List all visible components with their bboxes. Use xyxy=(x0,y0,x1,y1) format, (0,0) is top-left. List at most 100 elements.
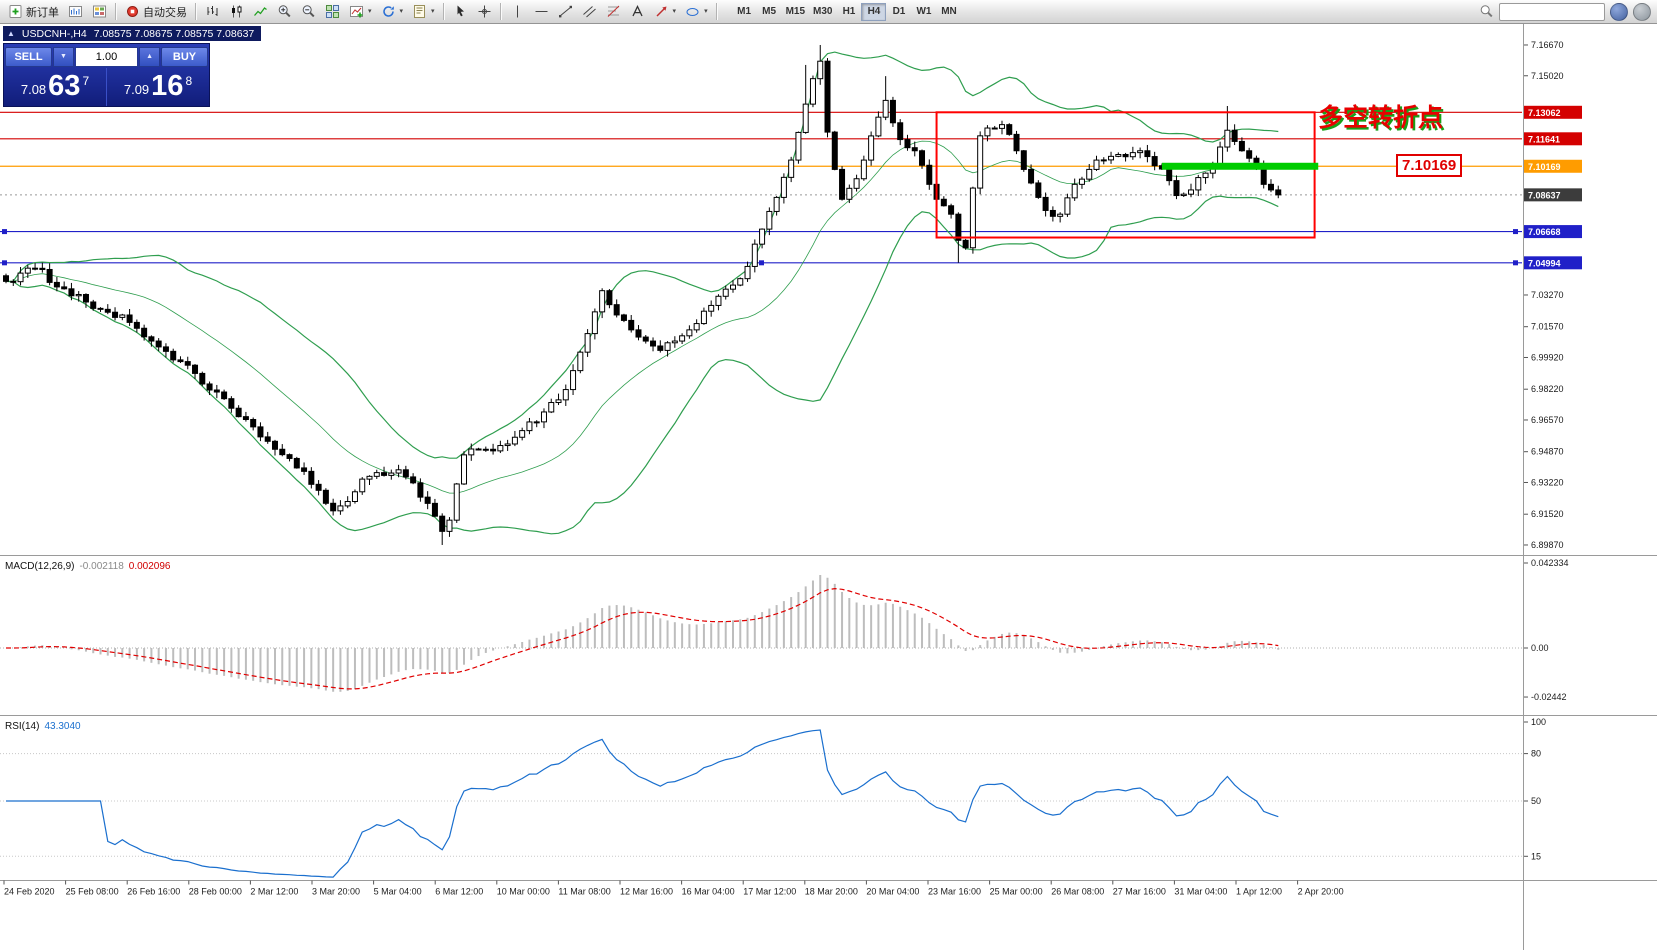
candle-body xyxy=(926,164,933,185)
trendline-tool-button[interactable] xyxy=(554,2,577,22)
chart-window-button[interactable] xyxy=(64,2,87,22)
search-input[interactable] xyxy=(1499,2,1605,21)
macd-name: MACD(12,26,9) xyxy=(5,561,75,572)
rsi-tick-label: 15 xyxy=(1531,851,1541,861)
price-scale: 7.16670 7.15020 7.03270 7.01570 6.99920 6.982… xyxy=(1524,40,1582,550)
price-marker-label: 7.13062 xyxy=(1528,108,1561,118)
candle-body xyxy=(1108,155,1115,161)
candle-body xyxy=(693,323,700,331)
community-icon[interactable] xyxy=(1610,2,1628,21)
candle-body xyxy=(620,314,627,321)
timeframe-button-w1[interactable]: W1 xyxy=(911,3,936,21)
sell-price-big: 63 xyxy=(48,70,81,102)
candle-body xyxy=(744,265,751,280)
price-marker-box xyxy=(1524,159,1582,173)
buy-button[interactable]: BUY xyxy=(161,46,208,67)
macd-signal-value: 0.002096 xyxy=(128,561,171,572)
candle-body xyxy=(897,122,904,141)
support-segment-object[interactable] xyxy=(1161,162,1319,170)
timeframe-button-m1[interactable]: M1 xyxy=(732,3,757,21)
volume-input[interactable] xyxy=(74,46,139,67)
cycles-button[interactable]: ▾ xyxy=(377,2,408,22)
candle-body xyxy=(184,361,191,366)
bar-chart-mode-button[interactable] xyxy=(201,2,224,22)
candlestick-mode-button[interactable] xyxy=(225,2,248,22)
candle-body xyxy=(395,469,402,474)
timeframe-button-m30[interactable]: M30 xyxy=(809,3,836,21)
timeframe-button-h4[interactable]: H4 xyxy=(861,2,887,21)
timeframe-button-m15[interactable]: M15 xyxy=(782,3,809,21)
one-click-prices-row: 7.08 63 7 7.09 16 8 xyxy=(4,68,209,106)
rsi-tick-label: 50 xyxy=(1531,796,1541,806)
candle-body xyxy=(599,290,606,313)
candle-body xyxy=(192,364,199,374)
timeframe-button-m5[interactable]: M5 xyxy=(757,3,782,21)
time-axis[interactable]: 24 Feb 2020 25 Feb 08:00 26 Feb 16:00 28 Fe… xyxy=(3,880,1344,897)
candle-body xyxy=(519,430,526,438)
candle-body xyxy=(17,272,24,283)
text-tool-button[interactable] xyxy=(626,2,649,22)
timeframe-button-mn[interactable]: MN xyxy=(936,3,961,21)
line-handle[interactable] xyxy=(2,229,7,235)
candle-body xyxy=(1137,150,1144,154)
crosshair-icon xyxy=(478,5,491,18)
candle-body xyxy=(962,239,969,249)
rectangle-object[interactable] xyxy=(935,111,1316,239)
price-tick-label: 6.89870 xyxy=(1531,540,1564,550)
turning-point-annotation[interactable]: 多空转折点 xyxy=(1318,104,1444,132)
chart-canvas[interactable]: 7.16670 7.15020 7.03270 7.01570 6.99920 6.982… xyxy=(0,24,1657,950)
chevron-down-icon: ▾ xyxy=(431,8,435,15)
candle-body xyxy=(766,210,773,230)
candlestick-series xyxy=(3,44,1282,545)
candle-body xyxy=(482,448,489,451)
candle-body xyxy=(998,124,1005,129)
auto-trading-button[interactable]: 自动交易 xyxy=(121,2,191,22)
cursor-button[interactable] xyxy=(449,2,472,22)
volume-increase-button[interactable]: ▲ xyxy=(139,46,160,67)
sell-price-display[interactable]: 7.08 63 7 xyxy=(4,68,107,106)
tile-windows-button[interactable] xyxy=(321,2,344,22)
timeframe-button-h1[interactable]: H1 xyxy=(836,3,861,21)
candle-body xyxy=(410,476,417,484)
time-tick-label: 2 Mar 12:00 xyxy=(250,887,298,897)
sell-button[interactable]: SELL xyxy=(5,46,52,67)
sell-price-sup: 7 xyxy=(82,74,90,88)
volume-decrease-button[interactable]: ▼ xyxy=(53,46,74,67)
candle-body xyxy=(977,135,984,189)
candle-body xyxy=(788,159,795,178)
candle-body xyxy=(831,131,838,170)
indicators-button[interactable]: ▾ xyxy=(345,2,376,22)
timeframe-button-d1[interactable]: D1 xyxy=(886,3,911,21)
candle-body xyxy=(82,293,89,303)
candle-body xyxy=(780,176,787,198)
zoom-in-button[interactable] xyxy=(273,2,296,22)
chart-window-icon xyxy=(69,6,82,17)
arrows-tool-button[interactable]: ▾ xyxy=(650,2,681,22)
horizontal-line-icon xyxy=(535,11,548,12)
market-watch-button[interactable] xyxy=(88,2,111,22)
shapes-tool-button[interactable]: ▾ xyxy=(681,2,712,22)
templates-button[interactable]: ▾ xyxy=(408,2,439,22)
fibonacci-tool-button[interactable] xyxy=(602,2,625,22)
line-handle[interactable] xyxy=(1513,229,1518,235)
new-order-button[interactable]: 新订单 xyxy=(4,2,63,22)
candle-body xyxy=(1202,172,1209,179)
crosshair-button[interactable] xyxy=(473,2,496,22)
buy-price-display[interactable]: 7.09 16 8 xyxy=(107,68,209,106)
candle-body xyxy=(170,350,177,361)
line-handle[interactable] xyxy=(1513,260,1518,266)
time-tick-label: 12 Mar 16:00 xyxy=(620,887,673,897)
horizontal-line-tool-button[interactable] xyxy=(530,2,553,22)
channel-tool-button[interactable] xyxy=(578,2,601,22)
vertical-line-tool-button[interactable] xyxy=(506,2,529,22)
line-chart-mode-button[interactable] xyxy=(249,2,272,22)
line-handle[interactable] xyxy=(2,260,7,266)
candle-body xyxy=(1238,140,1245,152)
zoom-out-button[interactable] xyxy=(297,2,320,22)
macd-signal xyxy=(6,587,1279,690)
profile-icon[interactable] xyxy=(1633,2,1651,21)
candle-body xyxy=(1006,124,1013,135)
line-handle[interactable] xyxy=(759,260,764,266)
price-tag-annotation[interactable]: 7.10169 xyxy=(1396,154,1463,177)
time-tick-label: 16 Mar 04:00 xyxy=(682,887,735,897)
